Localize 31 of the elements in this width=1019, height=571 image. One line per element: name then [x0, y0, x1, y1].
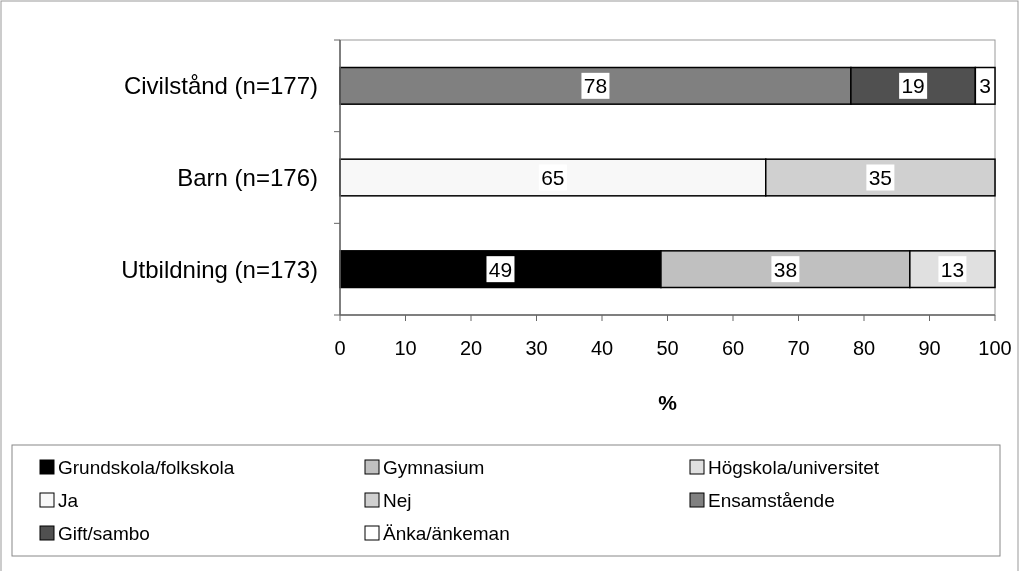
x-axis-title: %	[658, 391, 678, 414]
data-label: 65	[541, 165, 565, 189]
data-label: 35	[868, 165, 893, 189]
y-tick-label: Civilstånd (n=177)	[123, 72, 318, 100]
x-tick-label: 80	[852, 337, 876, 359]
legend-label: Gymnasium	[383, 456, 485, 478]
x-tick-label: 30	[525, 337, 548, 359]
legend-label: Högskola/universitet	[708, 456, 880, 478]
data-label: 3	[979, 74, 992, 98]
x-tick-label: 50	[656, 337, 679, 359]
legend-label: Gift/sambo	[58, 522, 150, 544]
data-label: 49	[488, 257, 513, 281]
legend-label: Ja	[58, 489, 79, 511]
data-label: 19	[901, 74, 925, 98]
x-tick-label: 10	[394, 337, 417, 359]
data-label: 38	[773, 257, 798, 281]
legend-label: Nej	[383, 489, 412, 511]
x-tick-label: 40	[590, 337, 614, 359]
y-tick-label: Barn (n=176)	[177, 163, 318, 191]
x-tick-label: 60	[721, 337, 745, 359]
legend-label: Änka/änkeman	[383, 522, 510, 544]
x-tick-label: 0	[334, 337, 346, 359]
data-label: 78	[583, 74, 608, 98]
x-tick-label: 90	[918, 337, 941, 359]
x-tick-label: 70	[787, 337, 810, 359]
y-tick-label: Utbildning (n=173)	[121, 255, 318, 283]
legend-label: Ensamstående	[708, 489, 835, 511]
legend-label: Grundskola/folkskola	[58, 456, 235, 478]
data-label: 13	[940, 257, 965, 281]
x-tick-label: 20	[459, 337, 483, 359]
x-tick-label: 100	[978, 337, 1012, 359]
